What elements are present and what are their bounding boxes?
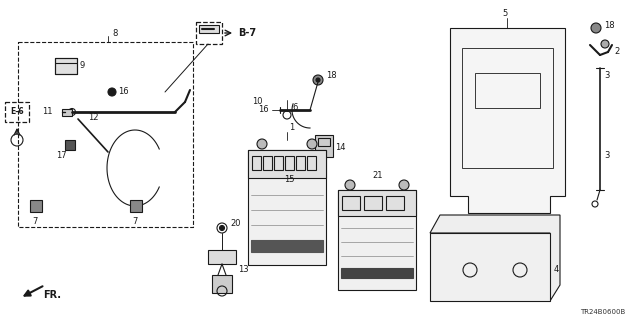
Text: 3: 3	[604, 150, 609, 159]
Text: 18: 18	[604, 21, 614, 30]
Polygon shape	[450, 28, 565, 213]
Text: 16: 16	[118, 87, 129, 97]
Bar	[263, 156, 272, 170]
Bar	[18, 42, 193, 227]
Bar	[251, 240, 323, 252]
Text: 7: 7	[132, 218, 138, 227]
Text: 15: 15	[284, 174, 294, 183]
Bar	[55, 58, 77, 74]
Bar	[248, 150, 326, 265]
Circle shape	[313, 75, 323, 85]
Text: 18: 18	[326, 70, 337, 79]
Circle shape	[257, 139, 267, 149]
Bar	[65, 140, 75, 150]
Text: 8: 8	[112, 28, 117, 37]
Bar	[212, 275, 232, 293]
Bar	[62, 109, 72, 116]
Text: 21: 21	[372, 172, 383, 180]
Bar	[341, 268, 413, 278]
Text: 1: 1	[289, 124, 294, 132]
Circle shape	[591, 23, 601, 33]
Text: 11: 11	[42, 108, 52, 116]
Bar	[296, 156, 305, 170]
Circle shape	[399, 180, 409, 190]
Bar	[199, 25, 219, 33]
Bar	[252, 156, 261, 170]
Text: 3: 3	[604, 70, 609, 79]
Text: 17: 17	[56, 150, 67, 159]
Text: 7: 7	[32, 218, 37, 227]
Circle shape	[307, 139, 317, 149]
Bar	[307, 156, 316, 170]
Text: TR24B0600B: TR24B0600B	[580, 309, 625, 315]
Bar	[475, 73, 540, 108]
Bar	[338, 190, 416, 216]
Bar	[462, 48, 553, 168]
Bar	[208, 250, 236, 264]
Bar	[342, 196, 360, 210]
Circle shape	[316, 78, 320, 82]
Text: 10: 10	[252, 98, 262, 107]
Text: FR.: FR.	[43, 290, 61, 300]
Bar	[274, 156, 283, 170]
Bar	[30, 200, 42, 212]
Text: E-6: E-6	[10, 108, 24, 116]
Text: 6: 6	[292, 103, 298, 113]
Bar	[315, 135, 333, 157]
Bar	[130, 200, 142, 212]
Circle shape	[601, 40, 609, 48]
Circle shape	[220, 226, 225, 230]
Text: 12: 12	[88, 114, 99, 123]
Text: 5: 5	[502, 9, 508, 18]
Text: 13: 13	[238, 266, 248, 275]
Text: 16: 16	[258, 106, 269, 115]
Text: B-7: B-7	[238, 28, 256, 38]
Bar	[55, 58, 77, 74]
Text: 9: 9	[79, 61, 84, 70]
Text: 2: 2	[614, 47, 620, 57]
Bar	[430, 233, 550, 301]
Bar	[248, 150, 326, 178]
Text: 4: 4	[554, 266, 559, 275]
Bar	[5, 102, 29, 122]
Bar	[338, 190, 416, 290]
Bar	[196, 22, 222, 44]
Text: 14: 14	[335, 143, 346, 153]
Circle shape	[296, 170, 300, 174]
Bar	[364, 196, 382, 210]
Text: 20: 20	[230, 220, 241, 228]
Bar	[285, 156, 294, 170]
Bar	[386, 196, 404, 210]
Circle shape	[345, 180, 355, 190]
Polygon shape	[430, 215, 560, 301]
Circle shape	[108, 88, 116, 96]
Bar	[318, 138, 330, 146]
